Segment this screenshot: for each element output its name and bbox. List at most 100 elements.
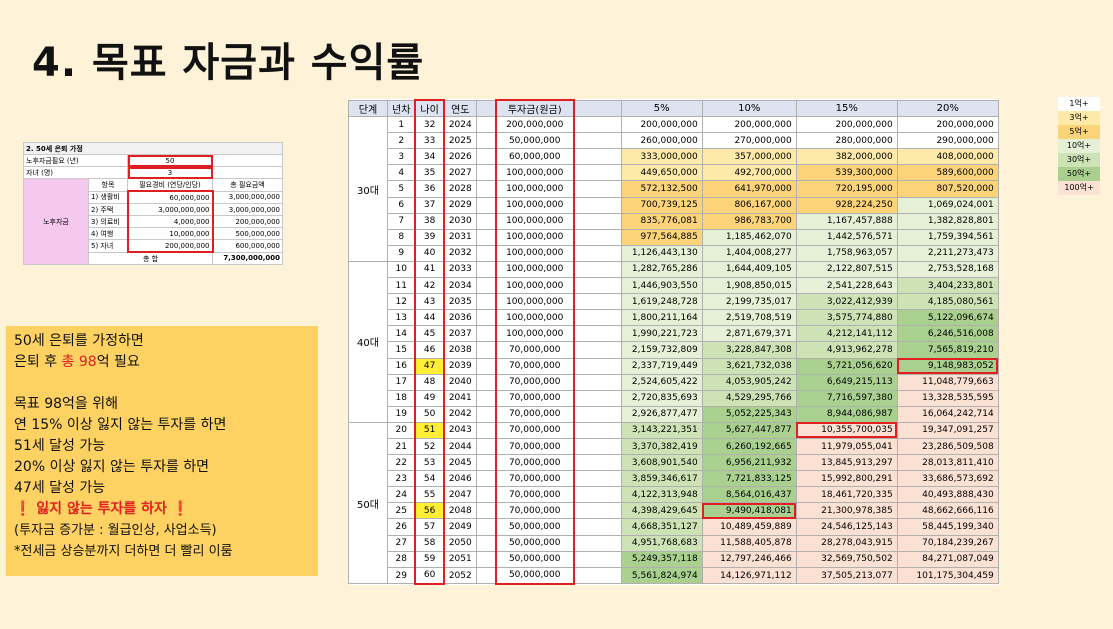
table-row: 1) 생활비 60,000,000 3,000,000,000	[24, 190, 283, 204]
year-index: 22	[387, 454, 416, 472]
value-cell: 33,686,573,692	[896, 470, 999, 488]
value-cell: 928,224,250	[795, 196, 898, 214]
value-cell: 4,122,313,948	[620, 486, 703, 504]
value-cell: 333,000,000	[620, 148, 703, 166]
year-cell: 2038	[443, 341, 477, 359]
value-cell: 5,122,096,674	[896, 309, 999, 327]
age-cell: 56	[414, 502, 445, 520]
value-cell: 3,859,346,617	[620, 470, 703, 488]
value-cell: 977,564,885	[620, 228, 703, 246]
invest-cell: 100,000,000	[494, 212, 575, 230]
value-cell: 18,461,720,335	[795, 486, 898, 504]
note-line: 51세 달성 가능	[14, 438, 106, 454]
table-row: 8 39 2031 100,000,000 977,564,885 1,185,462,0…	[349, 228, 999, 246]
value-cell: 4,951,768,683	[620, 534, 703, 552]
value-cell: 290,000,000	[896, 132, 999, 150]
value-cell: 200,000,000	[620, 116, 703, 134]
value-cell: 5,627,447,877	[701, 421, 797, 439]
table-row: 26 57 2049 50,000,000 4,668,351,127 10,489,45…	[349, 518, 999, 536]
year-cell: 2025	[443, 132, 477, 150]
value-cell: 13,845,913,297	[795, 454, 898, 472]
table-row: 7 38 2030 100,000,000 835,776,081 986,783,700…	[349, 212, 999, 230]
value-cell: 200,000,000	[896, 116, 999, 134]
stage-label: 30대	[348, 116, 388, 262]
table-row: 29 60 2052 50,000,000 5,561,824,974 14,126,97…	[349, 566, 999, 585]
table-row: 3) 의료비 4,000,000 200,000,000	[24, 215, 283, 228]
year-cell: 2051	[443, 550, 477, 568]
value-cell: 1,185,462,070	[701, 228, 797, 246]
table-row: 15 46 2038 70,000,000 2,159,732,809 3,228,847…	[349, 341, 999, 359]
stage-label: 40대	[348, 260, 388, 423]
value-cell: 10,489,459,889	[701, 518, 797, 536]
value-cell: 5,721,056,620	[795, 357, 898, 375]
table-row: 23 54 2046 70,000,000 3,859,346,617 7,721,833…	[349, 470, 999, 488]
value-cell: 19,347,091,257	[896, 421, 999, 439]
col-need: 필요경비 (연당/인당)	[127, 178, 213, 192]
year-index: 9	[387, 244, 416, 262]
value-cell: 1,758,963,057	[795, 244, 898, 262]
invest-cell: 70,000,000	[494, 389, 575, 407]
slide-title: 4. 목표 자금과 수익률	[32, 40, 425, 86]
age-cell: 50	[414, 405, 445, 423]
value-cell: 12,797,246,466	[701, 550, 797, 568]
value-cell: 3,404,233,801	[896, 277, 999, 295]
table-row: 50대 20 51 2043 70,000,000 3,143,221,351 5,627,…	[348, 421, 999, 585]
year-index: 4	[387, 164, 416, 182]
invest-cell: 60,000,000	[494, 148, 575, 166]
value-cell: 6,649,215,113	[795, 373, 898, 391]
year-cell: 2050	[443, 534, 477, 552]
value-cell: 40,493,888,430	[896, 486, 999, 504]
table-row: 11 42 2034 100,000,000 1,446,903,550 1,908,85…	[349, 277, 999, 295]
invest-cell: 70,000,000	[494, 341, 575, 359]
age-cell: 60	[414, 566, 445, 585]
year-cell: 2048	[443, 502, 477, 520]
value-cell: 1,908,850,015	[701, 277, 797, 295]
value-cell: 3,575,774,880	[795, 309, 898, 327]
group-label: 노후자금	[23, 178, 89, 265]
col-year: 연도	[443, 99, 477, 118]
table-row: 13 44 2036 100,000,000 1,800,211,164 2,519,70…	[349, 309, 999, 327]
age-cell: 32	[414, 116, 445, 134]
table-row: 2 33 2025 50,000,000 260,000,000 270,000,000 2…	[349, 132, 999, 150]
value-cell: 200,000,000	[795, 116, 898, 134]
age-cell: 33	[414, 132, 445, 150]
invest-cell: 70,000,000	[494, 454, 575, 472]
value-cell: 1,990,221,723	[620, 325, 703, 343]
value-cell: 1,167,457,888	[795, 212, 898, 230]
value-cell: 2,122,807,515	[795, 260, 898, 279]
value-cell: 200,000,000	[701, 116, 797, 134]
year-cell: 2034	[443, 277, 477, 295]
value-cell: 4,185,080,561	[896, 293, 999, 311]
value-cell: 32,569,750,502	[795, 550, 898, 568]
value-cell: 3,621,732,038	[701, 357, 797, 375]
value-cell: 21,300,978,385	[795, 502, 898, 520]
year-cell: 2031	[443, 228, 477, 246]
year-cell: 2047	[443, 486, 477, 504]
value-cell: 2,199,735,017	[701, 293, 797, 311]
sum-label: 총 합	[88, 251, 213, 265]
col-total: 총 필요금액	[212, 178, 283, 192]
age-cell: 38	[414, 212, 445, 230]
value-cell: 6,246,516,008	[896, 325, 999, 343]
table-row: 9 40 2032 100,000,000 1,126,443,130 1,404,008…	[349, 244, 999, 262]
value-cell: 539,300,000	[795, 164, 898, 182]
year-index: 8	[387, 228, 416, 246]
year-index: 18	[387, 389, 416, 407]
note-warning: ❗ 잃지 않는 투자를 하자 ❗	[14, 501, 190, 517]
table-header: 2. 50세 은퇴 가정	[23, 142, 283, 155]
note-line: 은퇴 후 총 98억 필요	[14, 354, 140, 370]
col-5pct: 5%	[620, 99, 703, 118]
value-cell: 3,022,412,939	[795, 293, 898, 311]
year-cell: 2028	[443, 180, 477, 198]
value-cell: 4,529,295,766	[701, 389, 797, 407]
legend-item: 30억+	[1058, 153, 1100, 167]
age-cell: 54	[414, 470, 445, 488]
age-cell: 52	[414, 437, 445, 456]
value-cell: 449,650,000	[620, 164, 703, 182]
value-cell: 641,970,000	[701, 180, 797, 198]
value-cell: 84,271,087,049	[896, 550, 999, 568]
table-row: 16 47 2039 70,000,000 2,337,719,449 3,621,732…	[349, 357, 999, 375]
invest-cell: 70,000,000	[494, 421, 575, 439]
value-cell: 11,048,779,663	[896, 373, 999, 391]
value-cell: 986,783,700	[701, 212, 797, 230]
